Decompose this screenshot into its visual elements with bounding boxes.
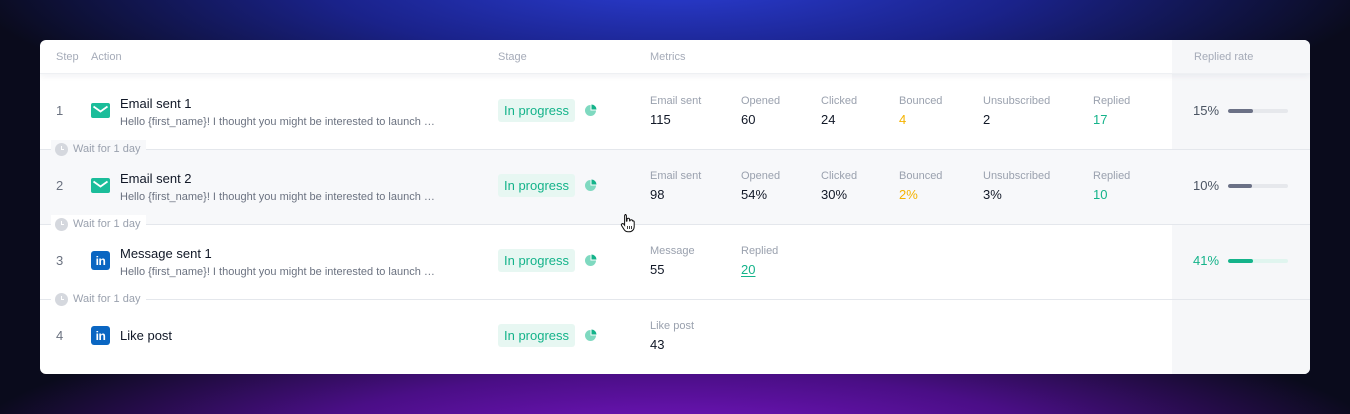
replied-rate-value: 15% bbox=[1193, 103, 1220, 118]
metric-label: Clicked bbox=[821, 170, 858, 182]
stage-badge: In progress bbox=[498, 249, 576, 272]
metric-label: Opened bbox=[741, 95, 781, 107]
replied-rate-value: 10% bbox=[1193, 178, 1220, 193]
replied-rate-value: 41% bbox=[1193, 253, 1220, 268]
metric-value: 115 bbox=[650, 112, 671, 127]
stage-badge: In progress bbox=[498, 99, 576, 122]
action-title[interactable]: Email sent 1 bbox=[120, 96, 192, 111]
metric-label: Unsubscribed bbox=[983, 170, 1051, 182]
table-row[interactable]: 3 in Message sent 1 Hello {first_name}! I t… bbox=[40, 224, 1310, 299]
metric-value[interactable]: 20 bbox=[741, 262, 756, 277]
clock-icon bbox=[55, 142, 68, 156]
email-icon bbox=[91, 101, 110, 120]
table-row[interactable]: 2 Email sent 2 Hello {first_name}! I thoug… bbox=[40, 149, 1310, 224]
header-stage: Stage bbox=[498, 51, 527, 63]
action-preview-text: Hello {first_name}! I thought you might … bbox=[120, 266, 438, 278]
metric-label: Bounced bbox=[899, 170, 943, 182]
sequence-steps-table: Step Action Stage Metrics Replied rate 1… bbox=[40, 40, 1310, 374]
metric-label: Like post bbox=[650, 320, 695, 332]
wait-delay-label: Wait for 1 day bbox=[51, 215, 147, 233]
metric-value: 98 bbox=[650, 187, 665, 202]
pie-chart-icon[interactable] bbox=[584, 104, 597, 117]
row-divider bbox=[40, 299, 1310, 300]
action-preview-text: Hello {first_name}! I thought you might … bbox=[120, 191, 438, 203]
replied-rate-bar-fill bbox=[1228, 259, 1254, 263]
metric-value: 2% bbox=[899, 187, 918, 202]
linkedin-icon: in bbox=[91, 251, 110, 270]
metric-value: 10 bbox=[1093, 187, 1108, 202]
replied-rate-bar bbox=[1228, 184, 1288, 188]
clock-icon bbox=[55, 217, 68, 231]
stage-badge: In progress bbox=[498, 174, 576, 197]
metric-label: Replied bbox=[1093, 170, 1131, 182]
metric-value: 30% bbox=[821, 187, 848, 202]
action-title[interactable]: Like post bbox=[120, 328, 173, 343]
wait-delay-label: Wait for 1 day bbox=[51, 290, 147, 308]
header-replied-rate: Replied rate bbox=[1194, 51, 1254, 63]
metric-label: Clicked bbox=[821, 95, 858, 107]
metric-value: 17 bbox=[1093, 112, 1108, 127]
metric-value: 3% bbox=[983, 187, 1002, 202]
metric-label: Email sent bbox=[650, 170, 702, 182]
metric-label: Bounced bbox=[899, 95, 943, 107]
table-header: Step Action Stage Metrics Replied rate bbox=[40, 40, 1310, 74]
action-title[interactable]: Email sent 2 bbox=[120, 171, 192, 186]
metric-label: Opened bbox=[741, 170, 781, 182]
wait-text: Wait for 1 day bbox=[73, 293, 141, 305]
replied-rate-bar bbox=[1228, 109, 1288, 113]
email-icon bbox=[91, 176, 110, 195]
replied-rate-bar-fill bbox=[1228, 109, 1254, 113]
metric-value: 24 bbox=[821, 112, 836, 127]
header-metrics: Metrics bbox=[650, 51, 686, 63]
header-step: Step bbox=[56, 51, 79, 63]
metric-label: Message bbox=[650, 245, 695, 257]
metric-label: Replied bbox=[1093, 95, 1131, 107]
replied-rate-bar-fill bbox=[1228, 184, 1252, 188]
step-number: 2 bbox=[56, 178, 64, 193]
pie-chart-icon[interactable] bbox=[584, 329, 597, 342]
table-row[interactable]: 4 in Like post In progress Like post 43 bbox=[40, 299, 1310, 374]
pie-chart-icon[interactable] bbox=[584, 179, 597, 192]
header-action: Action bbox=[91, 51, 122, 63]
pie-chart-icon[interactable] bbox=[584, 254, 597, 267]
metric-value: 55 bbox=[650, 262, 665, 277]
step-number: 1 bbox=[56, 103, 64, 118]
metric-label: Replied bbox=[741, 245, 779, 257]
row-divider bbox=[40, 224, 1310, 225]
stage-badge: In progress bbox=[498, 324, 576, 347]
row-divider bbox=[40, 149, 1310, 150]
action-title[interactable]: Message sent 1 bbox=[120, 246, 212, 261]
wait-delay-label: Wait for 1 day bbox=[51, 140, 147, 158]
step-number: 4 bbox=[56, 328, 64, 343]
action-preview-text: Hello {first_name}! I thought you might … bbox=[120, 116, 438, 128]
hand-cursor-icon bbox=[620, 214, 635, 233]
wait-text: Wait for 1 day bbox=[73, 143, 141, 155]
replied-rate-bar bbox=[1228, 259, 1288, 263]
linkedin-icon: in bbox=[91, 326, 110, 345]
metric-label: Unsubscribed bbox=[983, 95, 1051, 107]
metric-value: 60 bbox=[741, 112, 756, 127]
wait-text: Wait for 1 day bbox=[73, 218, 141, 230]
metric-value: 4 bbox=[899, 112, 907, 127]
metric-value: 43 bbox=[650, 337, 665, 352]
metric-label: Email sent bbox=[650, 95, 702, 107]
metric-value: 54% bbox=[741, 187, 768, 202]
table-row[interactable]: 1 Email sent 1 Hello {first_name}! I thoug… bbox=[40, 74, 1310, 149]
clock-icon bbox=[55, 292, 68, 306]
step-number: 3 bbox=[56, 253, 64, 268]
metric-value: 2 bbox=[983, 112, 991, 127]
